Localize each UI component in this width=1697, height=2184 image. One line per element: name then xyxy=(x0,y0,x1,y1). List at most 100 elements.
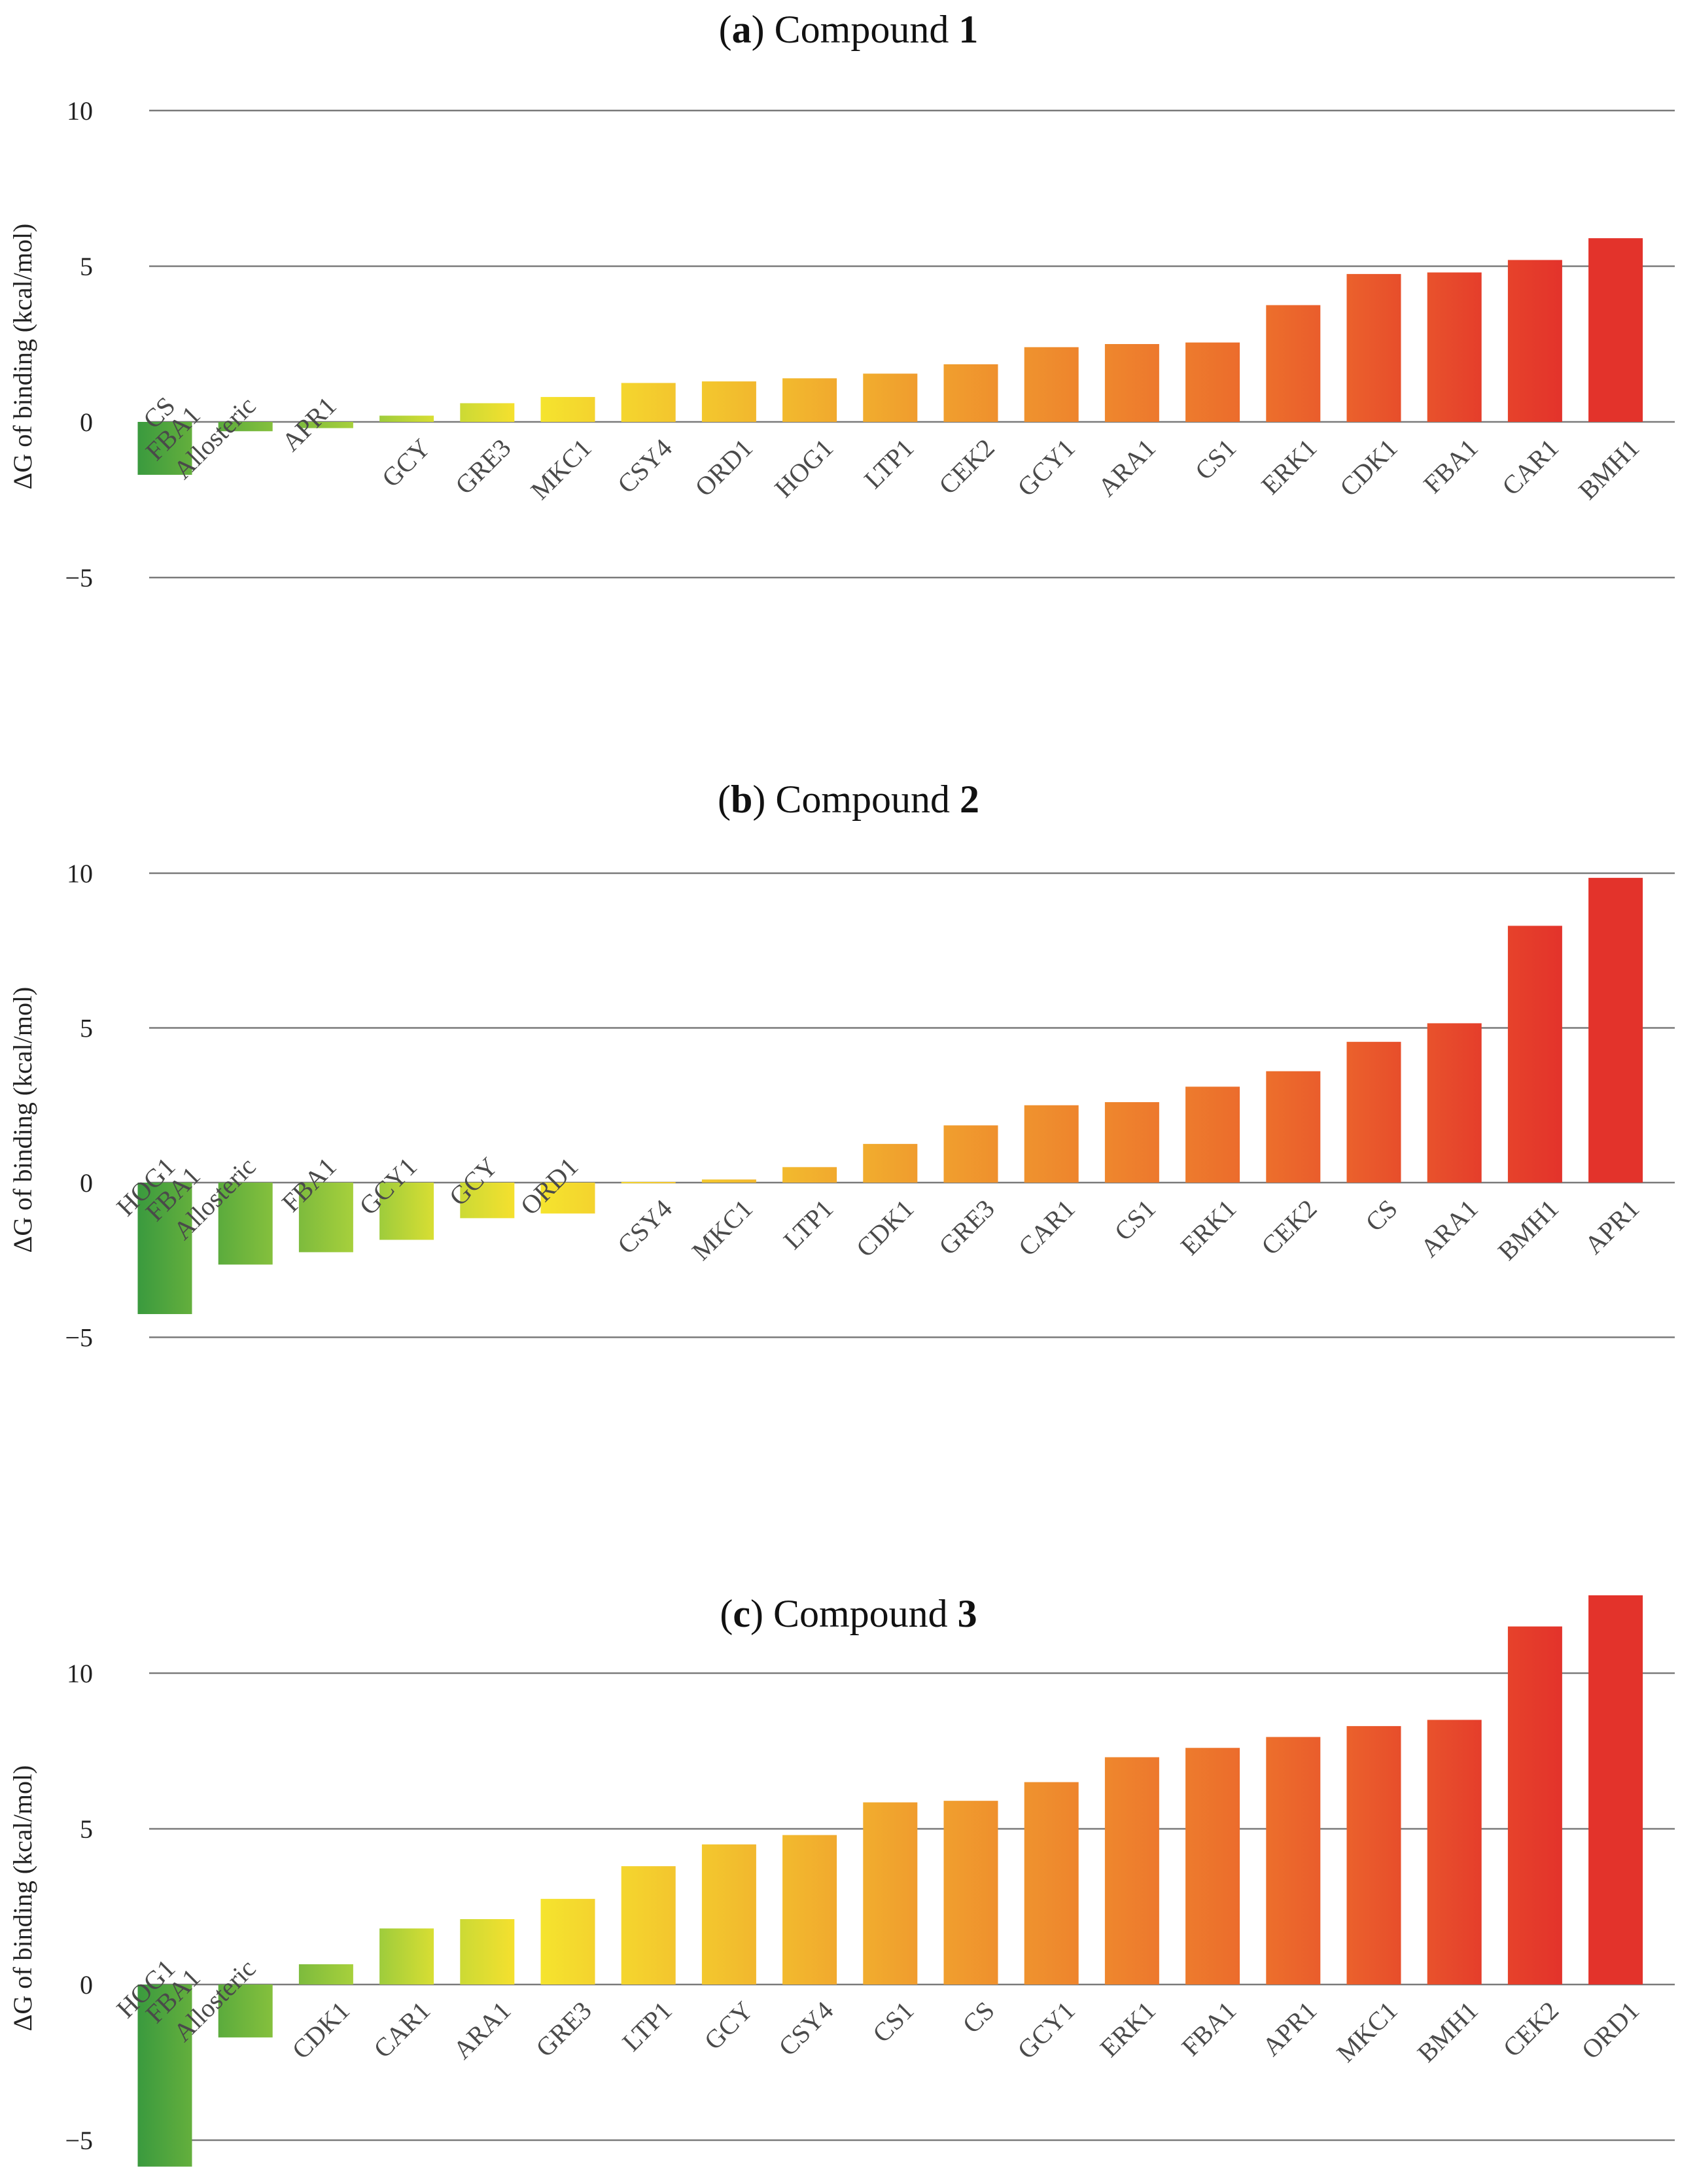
panel-b-y-tick-label: 0 xyxy=(80,1168,93,1198)
panel-c-bar xyxy=(1427,1720,1482,1985)
panel-b-bar xyxy=(137,1183,192,1315)
panel-c-category-label: GRE3 xyxy=(530,1996,597,2063)
panel-c-bar xyxy=(1104,1757,1159,1985)
panel-b-category-label: APR1 xyxy=(1579,1194,1645,1260)
panel-b-category-label: ARA1 xyxy=(1414,1194,1484,1263)
panel-a-category-label: GCY xyxy=(376,433,436,493)
panel-b-y-tick-label: −5 xyxy=(65,1323,93,1353)
panel-c-bar xyxy=(540,1899,595,1985)
panel-a-category-label: BMH1 xyxy=(1573,433,1645,505)
panel-b-chart: (b) Compound 2 ΔG of binding (kcal/mol) … xyxy=(8,778,1675,1353)
panel-a-bar xyxy=(782,378,837,422)
panel-a-category-label: GRE3 xyxy=(449,433,517,500)
panel-c-bar xyxy=(621,1866,676,1985)
panel-a-bar xyxy=(460,403,515,422)
panel-a-y-axis-label: ΔG of binding (kcal/mol) xyxy=(8,224,37,490)
panel-a-bar xyxy=(218,422,273,432)
panel-a-bar xyxy=(863,373,918,422)
panel-b-category-label: MKC1 xyxy=(686,1194,758,1266)
panel-b-category-label: GRE3 xyxy=(933,1194,1000,1261)
panel-a-bar xyxy=(943,364,998,422)
panel-c-bar xyxy=(1024,1782,1079,1985)
panel-c-category-label: GCY1 xyxy=(1011,1996,1081,2065)
panel-c-bar xyxy=(1185,1748,1240,1985)
panel-b-bar xyxy=(1024,1105,1079,1183)
panel-a-title: (a) Compound 1 xyxy=(719,8,979,51)
panel-c-bar xyxy=(1588,1595,1643,1985)
panel-a-category-label: LTP1 xyxy=(858,433,920,494)
panel-c-bar xyxy=(863,1802,918,1985)
panel-a-y-tick-label: 0 xyxy=(80,407,93,437)
panel-a-y-tick-label: −5 xyxy=(65,563,93,593)
panel-c-chart: (c) Compound 3 ΔG of binding (kcal/mol) … xyxy=(8,1592,1675,2167)
panel-a-chart: (a) Compound 1 ΔG of binding (kcal/mol) … xyxy=(8,8,1675,593)
panel-a-category-label: GCY1 xyxy=(1011,433,1081,502)
panel-c-bar xyxy=(218,1985,273,2037)
panel-a-category-label: ORD1 xyxy=(689,433,758,502)
panel-c-bar xyxy=(137,1985,192,2167)
panel-c-category-label: CAR1 xyxy=(368,1996,436,2064)
panel-a-category-label: CS1 xyxy=(1189,433,1242,486)
panel-b-bar xyxy=(540,1183,595,1214)
panel-b-bar xyxy=(218,1183,273,1265)
panel-a-category-label: CSY4 xyxy=(612,433,678,499)
panel-a-bars xyxy=(137,238,1643,475)
panel-a-category-label: CEK2 xyxy=(933,433,1000,500)
panel-c-title: (c) Compound 3 xyxy=(720,1592,977,1635)
panel-a-bar xyxy=(540,396,595,422)
panel-a-bar xyxy=(137,422,192,475)
panel-a-bar xyxy=(1185,342,1240,422)
panel-c-bar xyxy=(379,1928,434,1985)
panel-b-category-label: ERK1 xyxy=(1175,1194,1242,1261)
panel-c-y-axis-label: ΔG of binding (kcal/mol) xyxy=(8,1765,37,2032)
panel-a-bar xyxy=(1266,305,1321,422)
panel-c-bar xyxy=(782,1835,837,1985)
panel-b-bar xyxy=(1346,1041,1401,1183)
panel-b-y-tick-label: 5 xyxy=(80,1014,93,1043)
panel-c-bar xyxy=(943,1801,998,1985)
panel-b-category-label: CAR1 xyxy=(1013,1194,1081,1262)
panel-c-bar xyxy=(460,1919,515,1985)
panel-c-category-label: ERK1 xyxy=(1094,1996,1162,2063)
panel-c-bar xyxy=(701,1844,756,1985)
panel-c-category-label: APR1 xyxy=(1257,1996,1323,2062)
panel-c-bar xyxy=(298,1964,353,1985)
panel-b-bar xyxy=(863,1143,918,1183)
panel-a-bar xyxy=(1346,273,1401,422)
panel-b-bar xyxy=(1185,1086,1240,1183)
panel-a-category-label: ERK1 xyxy=(1255,433,1323,500)
panel-c-category-label: CS1 xyxy=(867,1996,920,2049)
panel-b-category-label: LTP1 xyxy=(778,1194,839,1255)
panel-c-category-label: FBA1 xyxy=(1176,1996,1242,2062)
panel-b-bar xyxy=(379,1183,434,1240)
panel-c-category-label: CS xyxy=(956,1996,1000,2039)
panel-c-bars xyxy=(137,1595,1643,2167)
panel-a-y-tick-label: 10 xyxy=(67,96,93,126)
panel-b-bar xyxy=(1507,926,1562,1183)
panel-a-bar xyxy=(1024,347,1079,422)
panel-b-category-label: CS xyxy=(1359,1194,1403,1237)
panel-c-category-label: BMH1 xyxy=(1412,1996,1484,2068)
panel-c-category-label: GCY xyxy=(699,1996,759,2056)
panel-b-y-tick-label: 10 xyxy=(67,859,93,888)
panel-c-category-label: ARA1 xyxy=(447,1996,517,2065)
panel-b-bar xyxy=(1427,1023,1482,1183)
panel-b-category-label: CDK1 xyxy=(850,1194,920,1263)
panel-c-category-label: ORD1 xyxy=(1576,1996,1645,2065)
panel-a-y-tick-label: 5 xyxy=(80,252,93,281)
panel-c-bar xyxy=(1266,1737,1321,1985)
panel-b-bar xyxy=(460,1183,515,1219)
panel-b-category-label: CEK2 xyxy=(1255,1194,1323,1261)
panel-a-bar xyxy=(1588,238,1643,422)
panel-c-category-label: LTP1 xyxy=(616,1996,678,2057)
panel-c-y-tick-label: −5 xyxy=(65,2126,93,2155)
panel-b-y-ticks: 10 5 0 −5 xyxy=(65,859,93,1353)
panel-a-category-label: ARA1 xyxy=(1092,433,1161,502)
panel-b-category-label: CS1 xyxy=(1109,1194,1162,1247)
panel-a-bar xyxy=(1427,272,1482,422)
panel-b-category-label: CSY4 xyxy=(612,1194,678,1260)
panel-c-category-label: CEK2 xyxy=(1497,1996,1565,2063)
panel-a-bar xyxy=(379,415,434,422)
panel-c-y-tick-label: 10 xyxy=(67,1659,93,1688)
